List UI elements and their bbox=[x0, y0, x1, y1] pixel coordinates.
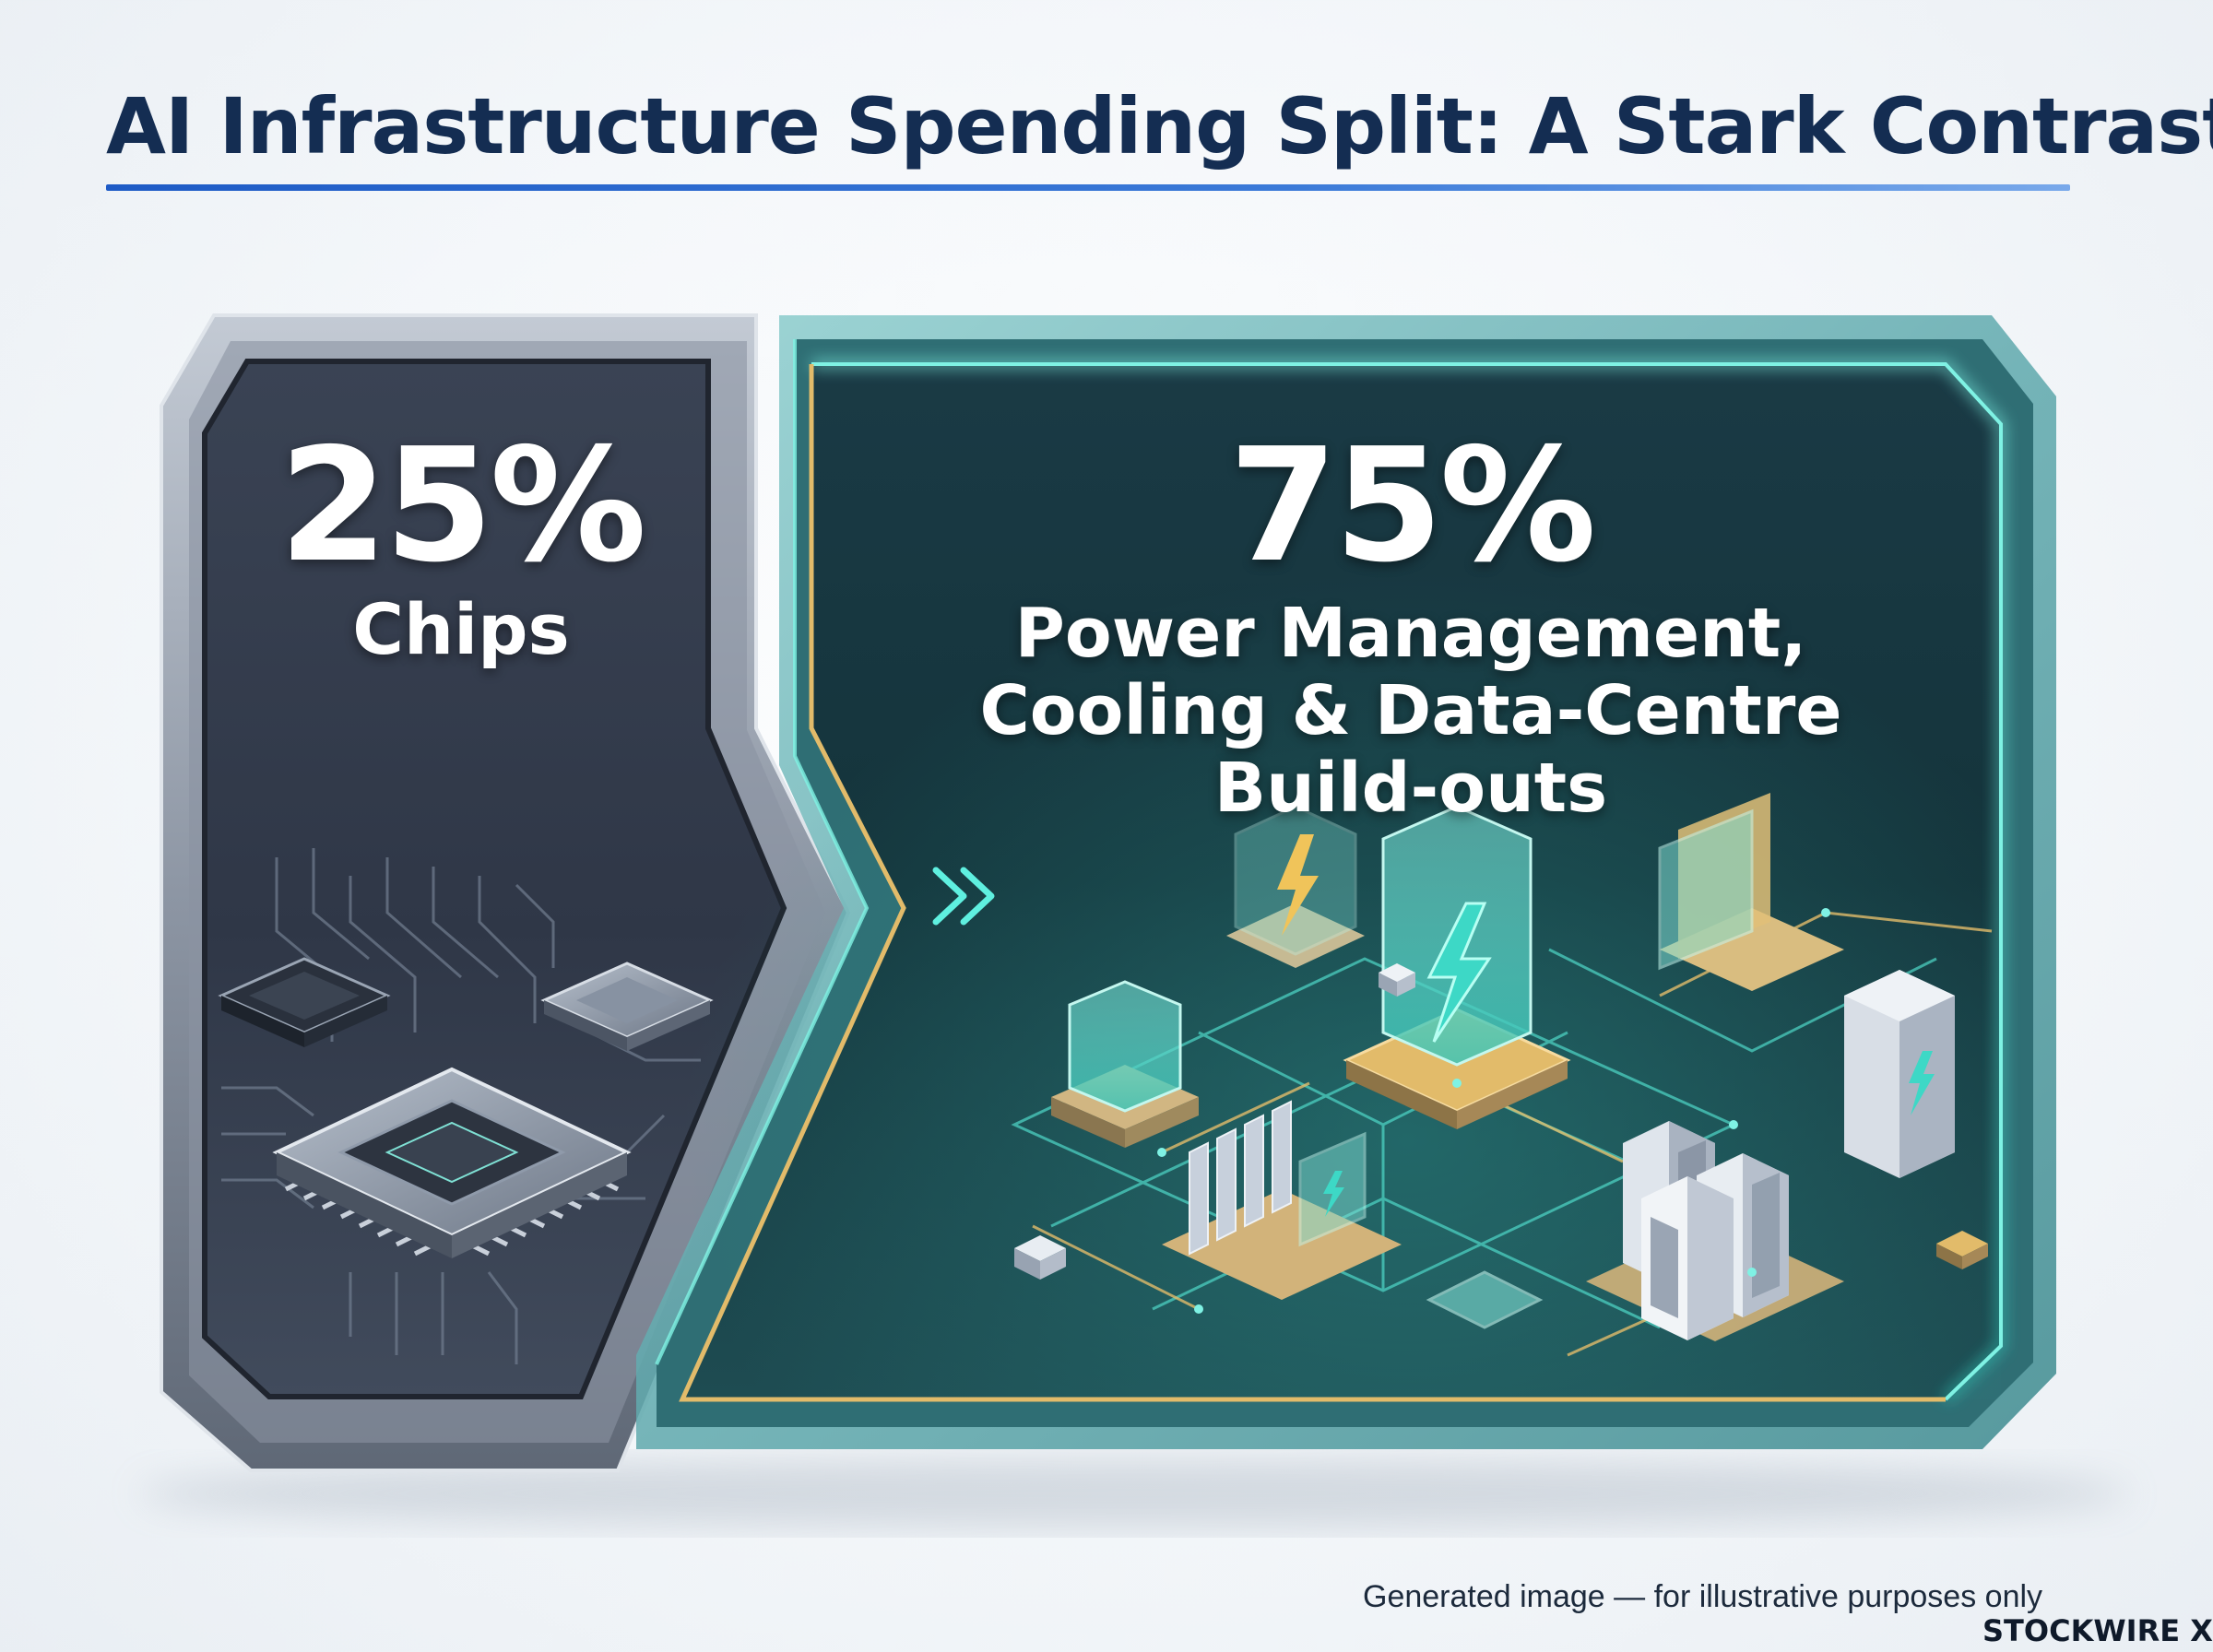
infrastructure-label-line: Build-outs bbox=[1213, 749, 1608, 828]
disclaimer-text: Generated image — for illustrative purpo… bbox=[1363, 1579, 2043, 1614]
page-title: AI Infrastructure Spending Split: A Star… bbox=[106, 81, 2213, 171]
lightning-icon bbox=[1343, 805, 1571, 1129]
server-rack-icon bbox=[1586, 1121, 1844, 1341]
server-rack-icon bbox=[1844, 970, 1955, 1178]
microchip-icon bbox=[272, 1067, 632, 1258]
lightning-icon bbox=[1226, 805, 1365, 968]
microchip-icon bbox=[218, 957, 391, 1047]
brand-logo: STOCKWIRE X bbox=[1982, 1613, 2213, 1648]
right-panel bbox=[636, 315, 2056, 1449]
chips-label: Chips bbox=[352, 588, 570, 670]
chevron-double-right-icon bbox=[932, 867, 995, 926]
infrastructure-label-line: Power Management, bbox=[1014, 594, 1807, 673]
title-underline bbox=[106, 184, 2070, 191]
infrastructure-percentage: 75% bbox=[1228, 415, 1597, 597]
chips-percentage: 25% bbox=[278, 415, 647, 597]
infrastructure-label: Power Management, Cooling & Data-Centre … bbox=[885, 595, 1936, 827]
infrastructure-label-line: Cooling & Data-Centre bbox=[979, 671, 1842, 750]
